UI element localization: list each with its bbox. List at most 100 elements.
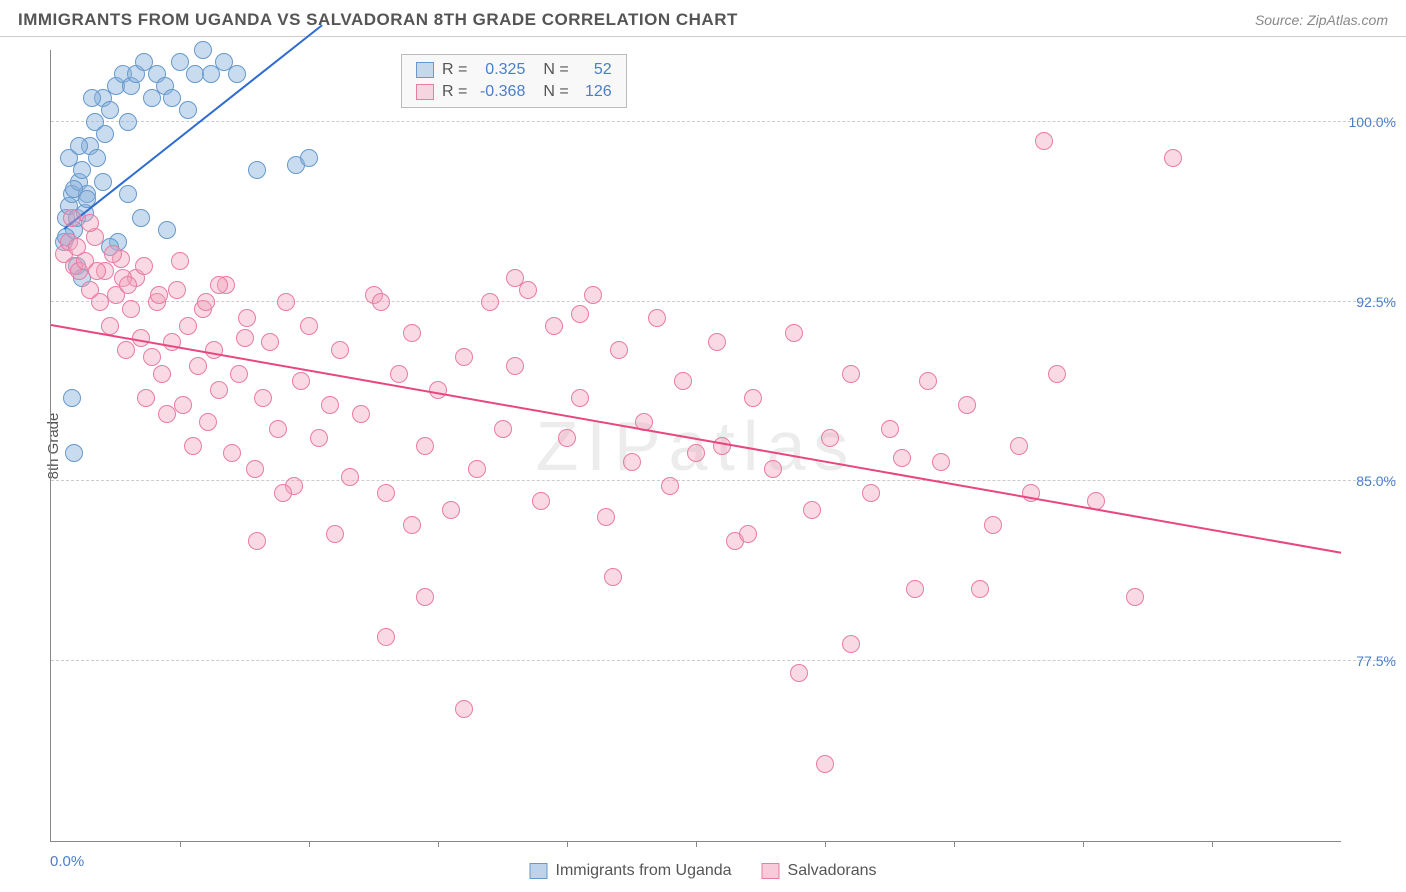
scatter-marker (150, 286, 168, 304)
scatter-marker (785, 324, 803, 342)
stats-row: R =-0.368N =126 (416, 81, 612, 103)
scatter-marker (403, 516, 421, 534)
scatter-marker (277, 293, 295, 311)
scatter-marker (135, 257, 153, 275)
scatter-marker (143, 348, 161, 366)
scatter-marker (254, 389, 272, 407)
scatter-marker (310, 429, 328, 447)
scatter-marker (842, 635, 860, 653)
scatter-marker (119, 113, 137, 131)
scatter-marker (416, 437, 434, 455)
scatter-marker (238, 309, 256, 327)
scatter-marker (119, 185, 137, 203)
scatter-marker (739, 525, 757, 543)
scatter-marker (506, 269, 524, 287)
scatter-marker (881, 420, 899, 438)
scatter-marker (153, 365, 171, 383)
scatter-marker (1126, 588, 1144, 606)
scatter-marker (893, 449, 911, 467)
legend-item: Salvadorans (762, 862, 877, 880)
gridline (51, 480, 1396, 481)
scatter-marker (246, 460, 264, 478)
scatter-marker (331, 341, 349, 359)
scatter-marker (171, 252, 189, 270)
stat-r-label: R = (442, 83, 467, 101)
scatter-marker (648, 309, 666, 327)
scatter-marker (197, 293, 215, 311)
gridline (51, 121, 1396, 122)
scatter-marker (163, 89, 181, 107)
scatter-marker (88, 149, 106, 167)
stat-r-label: R = (442, 61, 467, 79)
scatter-marker (174, 396, 192, 414)
scatter-marker (1048, 365, 1066, 383)
chart-title: IMMIGRANTS FROM UGANDA VS SALVADORAN 8TH… (18, 10, 738, 30)
scatter-marker (300, 149, 318, 167)
legend-swatch (416, 62, 434, 78)
scatter-marker (223, 444, 241, 462)
scatter-marker (104, 245, 122, 263)
stat-r-value: 0.325 (475, 61, 525, 79)
scatter-marker (117, 341, 135, 359)
scatter-marker (158, 221, 176, 239)
scatter-marker (168, 281, 186, 299)
scatter-marker (132, 329, 150, 347)
scatter-marker (269, 420, 287, 438)
scatter-marker (83, 89, 101, 107)
x-tick (825, 841, 826, 847)
stat-r-value: -0.368 (475, 83, 525, 101)
scatter-marker (455, 348, 473, 366)
scatter-marker (65, 180, 83, 198)
scatter-marker (377, 628, 395, 646)
scatter-marker (352, 405, 370, 423)
scatter-marker (96, 125, 114, 143)
scatter-marker (494, 420, 512, 438)
x-tick (567, 841, 568, 847)
scatter-marker (584, 286, 602, 304)
scatter-marker (506, 357, 524, 375)
scatter-marker (821, 429, 839, 447)
stat-n-label: N = (543, 61, 568, 79)
scatter-marker (184, 437, 202, 455)
scatter-marker (230, 365, 248, 383)
legend-item: Immigrants from Uganda (529, 862, 731, 880)
scatter-marker (119, 276, 137, 294)
scatter-marker (1035, 132, 1053, 150)
scatter-marker (236, 329, 254, 347)
scatter-marker (708, 333, 726, 351)
scatter-marker (416, 588, 434, 606)
scatter-marker (179, 101, 197, 119)
scatter-marker (377, 484, 395, 502)
scatter-marker (661, 477, 679, 495)
scatter-marker (199, 413, 217, 431)
source-label: Source: ZipAtlas.com (1255, 12, 1388, 28)
scatter-marker (261, 333, 279, 351)
scatter-marker (468, 460, 486, 478)
stats-row: R =0.325N =52 (416, 59, 612, 81)
legend-swatch (762, 863, 780, 879)
x-tick (438, 841, 439, 847)
legend-swatch (529, 863, 547, 879)
scatter-marker (403, 324, 421, 342)
scatter-marker (1164, 149, 1182, 167)
scatter-marker (764, 460, 782, 478)
scatter-marker (248, 532, 266, 550)
scatter-marker (958, 396, 976, 414)
scatter-marker (610, 341, 628, 359)
scatter-marker (390, 365, 408, 383)
x-axis-min-label: 0.0% (50, 853, 84, 870)
scatter-marker (228, 65, 246, 83)
chart-header: IMMIGRANTS FROM UGANDA VS SALVADORAN 8TH… (0, 0, 1406, 37)
scatter-marker (248, 161, 266, 179)
scatter-marker (326, 525, 344, 543)
scatter-marker (558, 429, 576, 447)
stat-n-label: N = (543, 83, 568, 101)
scatter-marker (571, 305, 589, 323)
scatter-marker (545, 317, 563, 335)
legend-label: Salvadorans (788, 862, 877, 880)
scatter-marker (171, 53, 189, 71)
scatter-marker (88, 262, 106, 280)
chart-container: ZIPatlas R =0.325N =52R =-0.368N =126 10… (50, 50, 1396, 842)
gridline (51, 301, 1396, 302)
scatter-marker (101, 101, 119, 119)
